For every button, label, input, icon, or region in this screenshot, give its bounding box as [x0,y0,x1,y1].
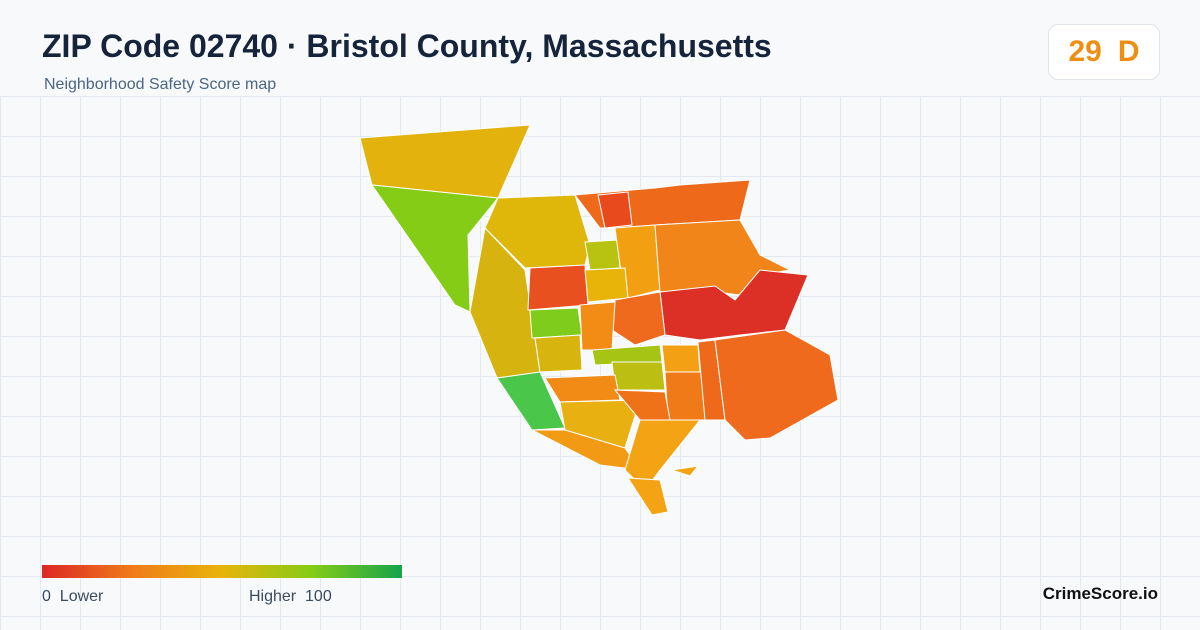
area [624,419,702,491]
area [527,264,589,311]
legend-bar [42,565,402,578]
area [714,329,839,441]
area [534,334,583,373]
area [664,371,706,421]
area [611,291,666,346]
area [370,184,499,313]
header: ZIP Code 02740 · Bristol County, Massach… [0,0,1200,96]
area [671,465,700,477]
area [579,301,616,351]
title: ZIP Code 02740 · Bristol County, Massach… [42,28,772,64]
brand: CrimeScore.io [1042,584,1158,603]
area [661,344,701,373]
legend-max-label: Higher [249,588,297,605]
subtitle: Neighborhood Safety Score map [44,76,277,93]
legend-max-value: 100 [305,588,332,605]
legend-min-value: 0 [42,588,51,605]
area [584,239,621,271]
score-badge: 29 D [1048,24,1160,80]
legend-max: Higher 100 [249,588,332,606]
grade: D [1117,35,1140,68]
area [584,267,629,303]
legend-min-label: Lower [59,588,104,605]
score: 29 [1068,35,1102,68]
area [544,374,621,403]
area [529,307,583,339]
area [597,191,633,229]
legend-min: 0 Lower [42,588,103,606]
area [611,361,666,391]
area [627,477,669,516]
area [659,269,809,341]
